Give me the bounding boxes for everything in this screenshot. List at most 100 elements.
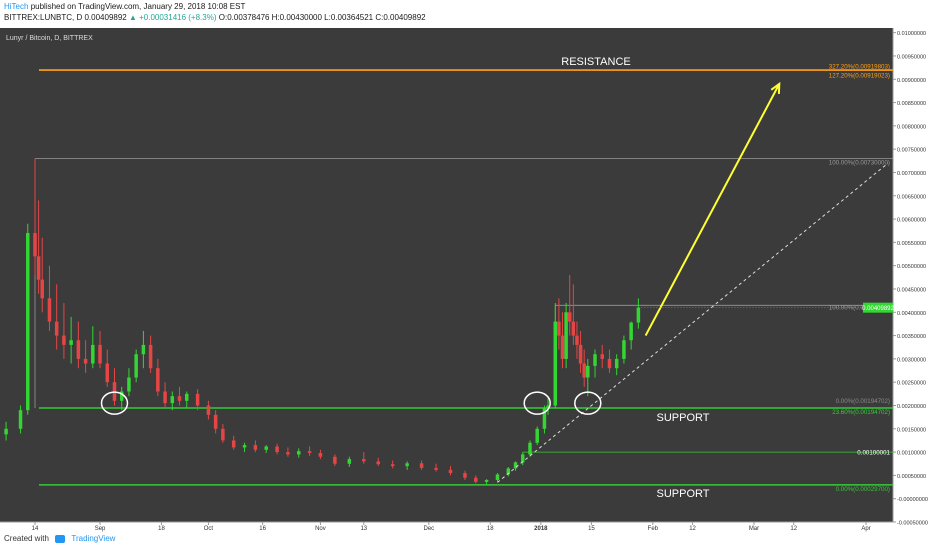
x-tick-label: 13 bbox=[360, 526, 367, 532]
candle-body bbox=[76, 340, 81, 359]
candle-body bbox=[593, 354, 597, 366]
level-label-327: 327.20%(0.00919803) bbox=[829, 64, 890, 71]
x-tick-label: 18 bbox=[158, 526, 165, 532]
y-tick-label: 0.00100000 bbox=[897, 451, 926, 457]
footer: Created with TradingView bbox=[4, 534, 115, 543]
candle-body bbox=[231, 440, 236, 448]
candle-body bbox=[184, 393, 189, 401]
author-link[interactable]: HiTech bbox=[4, 2, 29, 11]
y-tick-label: 0.00250000 bbox=[897, 381, 926, 387]
candle-body bbox=[560, 335, 565, 359]
price-change: ▲ +0.00031416 (+8.3%) bbox=[128, 13, 217, 22]
y-tick-label: 0.00350000 bbox=[897, 334, 926, 340]
resistance-text: RESISTANCE bbox=[561, 56, 630, 68]
x-tick-label: Sep bbox=[95, 526, 106, 532]
highlight-circle-3 bbox=[574, 391, 602, 415]
projection-arrow-head bbox=[770, 81, 781, 94]
level-label-23: 23.60%(0.00194702) bbox=[832, 409, 890, 416]
y-tick-label: 0.00300000 bbox=[897, 357, 926, 363]
created-with-text: Created with bbox=[4, 534, 49, 543]
candle-body bbox=[69, 340, 73, 345]
candle-body bbox=[474, 477, 478, 482]
candle-body bbox=[347, 459, 352, 464]
support-text-1: SUPPORT bbox=[657, 412, 710, 424]
x-tick-label: 2018 bbox=[534, 526, 548, 532]
y-tick-label: 0.00600000 bbox=[897, 218, 926, 224]
candle-body bbox=[495, 474, 500, 481]
last-price: 0.00409892 bbox=[84, 13, 127, 22]
y-tick-label: -0.00050000 bbox=[897, 521, 928, 527]
candle-body bbox=[607, 358, 612, 369]
chart-area[interactable]: Lunyr / Bitcoin, D, BITTREX 0.01000000 0.0… bbox=[0, 28, 932, 532]
highlight-circle-2 bbox=[523, 391, 551, 415]
y-tick-label: 0.00500000 bbox=[897, 264, 926, 270]
y-tick-label: 0.00150000 bbox=[897, 427, 926, 433]
candle-body bbox=[253, 445, 258, 450]
y-tick-label: 0.00550000 bbox=[897, 241, 926, 247]
candle-body bbox=[553, 321, 558, 406]
candle-body bbox=[141, 344, 146, 355]
y-tick-label: 0.00950000 bbox=[897, 54, 926, 60]
candle-body bbox=[177, 396, 182, 401]
candle-body bbox=[362, 459, 366, 462]
x-tick-label: Nov bbox=[315, 526, 326, 532]
x-tick-label: 18 bbox=[487, 526, 494, 532]
level-label-fib-mid: 100.00%(0.00415000) bbox=[829, 304, 890, 311]
candle-body bbox=[119, 391, 124, 401]
y-tick-label: 0.00200000 bbox=[897, 404, 926, 410]
candle-body bbox=[582, 363, 586, 378]
y-tick-label: -0.00000000 bbox=[897, 497, 928, 503]
candle-body bbox=[622, 340, 626, 359]
level-label-fib-faint: 0.00%(0.00194702) bbox=[836, 398, 890, 405]
symbol-line: BITTREX:LUNBTC, D 0.00409892 ▲ +0.000314… bbox=[4, 13, 426, 22]
candle-body bbox=[448, 469, 453, 474]
candle-body bbox=[54, 321, 59, 336]
candle-body bbox=[586, 365, 590, 378]
level-label-0: 0.00%(0.00029700) bbox=[836, 486, 890, 493]
pane-label: Lunyr / Bitcoin, D, BITTREX bbox=[6, 35, 93, 42]
candle-body bbox=[297, 451, 301, 455]
candle-body bbox=[242, 445, 247, 448]
candle-body bbox=[614, 358, 619, 369]
y-tick-label: 0.00800000 bbox=[897, 124, 926, 130]
tradingview-brand[interactable]: TradingView bbox=[71, 534, 116, 543]
candle-body bbox=[557, 321, 561, 336]
price-axis-panel bbox=[893, 28, 932, 522]
y-tick-label: 0.00900000 bbox=[897, 78, 926, 84]
candle-body bbox=[275, 446, 279, 453]
candle-body bbox=[148, 344, 153, 369]
candle-body bbox=[127, 377, 131, 392]
time-axis-panel bbox=[0, 522, 932, 532]
level-label-minor: 0.00100001 bbox=[857, 450, 890, 457]
candle-body bbox=[535, 428, 539, 443]
x-tick-label: Oct bbox=[204, 526, 214, 532]
y-tick-label: 0.00450000 bbox=[897, 287, 926, 293]
y-tick-label: 0.00700000 bbox=[897, 171, 926, 177]
candle-body bbox=[170, 396, 175, 404]
level-label-fib-top: 100.00%(0.00730000) bbox=[829, 159, 890, 166]
x-tick-label: 12 bbox=[689, 526, 696, 532]
candle-body bbox=[484, 480, 489, 482]
level-label-127: 127.20%(0.00919023) bbox=[829, 72, 890, 79]
y-tick-label: 0.00650000 bbox=[897, 194, 926, 200]
publish-text: published on TradingView.com, January 29… bbox=[30, 2, 246, 11]
candle-body bbox=[528, 442, 532, 455]
candle-body bbox=[567, 312, 572, 322]
x-tick-label: Apr bbox=[861, 526, 870, 532]
publish-line: HiTech published on TradingView.com, Jan… bbox=[4, 2, 245, 11]
candle-body bbox=[156, 368, 160, 392]
support-text-2: SUPPORT bbox=[657, 488, 710, 500]
candle-body bbox=[546, 405, 550, 408]
candle-body bbox=[521, 454, 525, 463]
candle-body bbox=[463, 473, 467, 478]
candle-body bbox=[513, 462, 518, 469]
y-tick-label: 0.01000000 bbox=[897, 31, 926, 37]
candle-body bbox=[91, 344, 95, 364]
x-tick-label: 16 bbox=[259, 526, 266, 532]
candle-body bbox=[506, 468, 511, 475]
candle-body bbox=[286, 452, 290, 455]
plot-background bbox=[0, 28, 893, 522]
candle-body bbox=[40, 279, 44, 299]
candle-body bbox=[419, 463, 424, 468]
candle-body bbox=[83, 358, 88, 364]
